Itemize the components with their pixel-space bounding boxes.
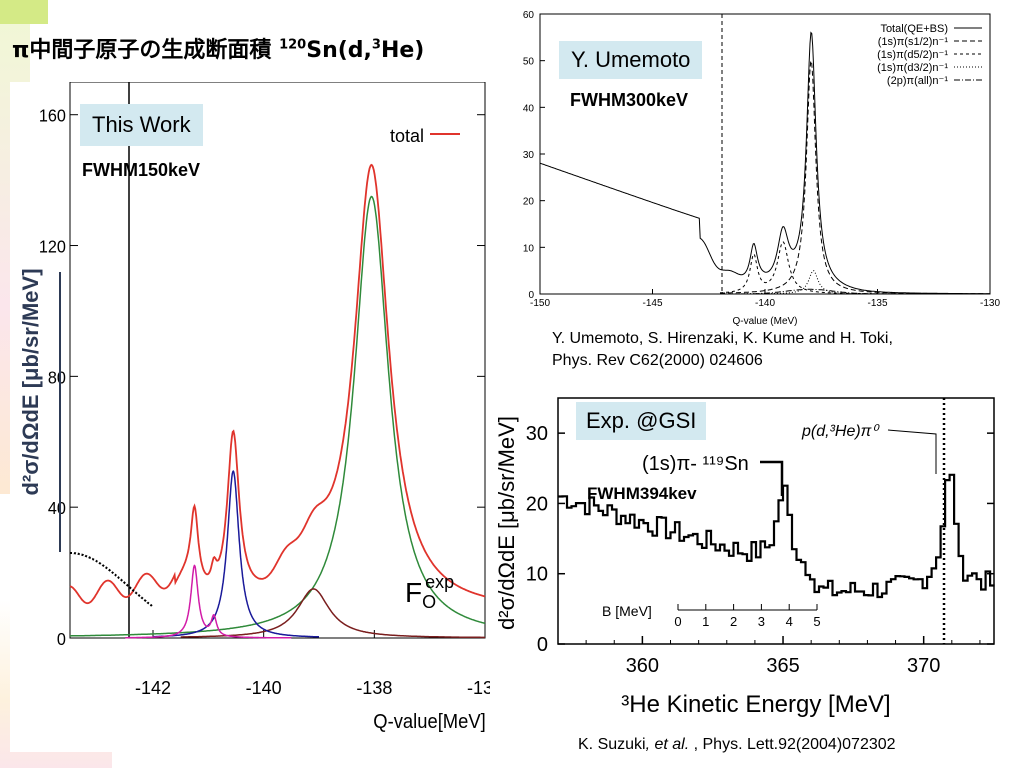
gsi-y-axis-label: d²σ/dΩdE [μb/sr/MeV] bbox=[494, 416, 519, 630]
green-component-curve bbox=[70, 195, 486, 637]
umemoto-legend-label: (1s)π(s1/2)n⁻¹ bbox=[878, 36, 949, 48]
gsi-x-tick-label: 360 bbox=[626, 655, 659, 677]
umemoto-x-tick-label: -150 bbox=[530, 298, 550, 309]
b-axis-label: B [MeV] bbox=[602, 603, 652, 619]
left-y-tick-label: 120 bbox=[39, 237, 66, 257]
b-axis-tick-label: 5 bbox=[813, 614, 820, 629]
b-axis-tick-label: 3 bbox=[758, 614, 765, 629]
gsi-spectrum-histogram bbox=[558, 473, 995, 599]
corner-decoration bbox=[0, 0, 48, 24]
left-fwhm-label: FWHM150keV bbox=[82, 160, 201, 180]
blue-component-curve bbox=[153, 470, 319, 638]
dotted-background-curve bbox=[70, 552, 154, 608]
suzuki-citation: K. Suzuki, et al. , Phys. Lett.92(2004)0… bbox=[578, 736, 896, 753]
peak-pointer-1s bbox=[760, 460, 784, 496]
gsi-y-tick-label: 10 bbox=[526, 564, 548, 586]
umemoto-citation: Y. Umemoto, S. Hirenzaki, K. Kume and H.… bbox=[552, 330, 893, 369]
left-y-tick-label: 40 bbox=[48, 498, 66, 518]
umemoto-y-tick-label: 30 bbox=[523, 150, 535, 161]
left-x-tick-label: -142 bbox=[135, 678, 171, 698]
peak-pointer-pi0 bbox=[887, 429, 937, 474]
gsi-fwhm-label: FWHM394kev bbox=[587, 484, 697, 503]
left-y-tick-label: 0 bbox=[57, 629, 66, 649]
left-y-tick-label: 80 bbox=[48, 368, 66, 388]
umemoto-y-tick-label: 50 bbox=[523, 57, 535, 68]
left-x-tick-label: -138 bbox=[356, 678, 392, 698]
brown-component-curve bbox=[180, 588, 485, 639]
total-curve bbox=[69, 163, 486, 605]
left-y-tick-label: 160 bbox=[39, 106, 66, 126]
left-x-tick-label: -140 bbox=[246, 678, 282, 698]
legend-total-label: total bbox=[390, 126, 424, 146]
umemoto-x-tick-label: -135 bbox=[867, 298, 887, 309]
gsi-x-axis-label: ³He Kinetic Energy [MeV] bbox=[621, 691, 890, 718]
umemoto-y-tick-label: 10 bbox=[523, 243, 535, 254]
umemoto-y-tick-label: 60 bbox=[523, 10, 535, 21]
umemoto-y-tick-label: 20 bbox=[523, 197, 535, 208]
left-x-axis-label: Q-value[MeV] bbox=[373, 711, 485, 733]
umemoto-legend-label: (1s)π(d5/2)n⁻¹ bbox=[877, 49, 948, 61]
slide-title: π中間子原子の生成断面積 120Sn(d,3He) bbox=[12, 37, 425, 63]
gsi-x-tick-label: 365 bbox=[766, 655, 799, 677]
umemoto-x-tick-label: -145 bbox=[642, 298, 662, 309]
umemoto-x-tick-label: -130 bbox=[980, 298, 1000, 309]
umemoto-y-tick-label: 40 bbox=[523, 103, 535, 114]
umemoto-d52-curve bbox=[719, 241, 990, 295]
b-axis-tick-label: 4 bbox=[786, 614, 793, 629]
umemoto-legend-label: Total(QE+BS) bbox=[880, 23, 948, 35]
left-x-tick-label: -136 bbox=[467, 678, 490, 698]
b-axis-tick-label: 2 bbox=[730, 614, 737, 629]
umemoto-fwhm-label: FWHM300keV bbox=[570, 90, 689, 110]
gsi-x-tick-label: 370 bbox=[907, 655, 940, 677]
this-work-label: This Work bbox=[80, 104, 203, 146]
umemoto-y-tick-label: 0 bbox=[528, 290, 534, 301]
gsi-y-tick-label: 30 bbox=[526, 423, 548, 445]
umemoto-label: Y. Umemoto bbox=[559, 41, 703, 79]
umemoto-legend-label: (1s)π(d3/2)n⁻¹ bbox=[877, 62, 948, 74]
left-y-axis-label: d²σ/dΩdE [μb/sr/MeV] bbox=[18, 268, 43, 495]
left-chart: 0 40 80 120 160 -142 -140 -138 -136 d²σ/dΩdE [μ… bbox=[10, 82, 490, 752]
gsi-y-tick-label: 20 bbox=[526, 493, 548, 515]
gsi-label: Exp. @GSI bbox=[576, 402, 707, 440]
umemoto-s12-curve bbox=[720, 59, 990, 295]
umemoto-x-tick-label: -140 bbox=[755, 298, 775, 309]
b-axis-tick-label: 0 bbox=[674, 614, 681, 629]
gsi-y-tick-label: 0 bbox=[537, 634, 548, 656]
b-axis-tick-label: 1 bbox=[702, 614, 709, 629]
umemoto-2p-curve bbox=[720, 288, 990, 295]
umemoto-x-axis-label: Q-value (MeV) bbox=[732, 316, 797, 326]
fo-annotation: FOexp bbox=[405, 572, 454, 612]
magenta-component-curve bbox=[125, 564, 292, 639]
peak-label-pi0: p(d,³He)π⁰ bbox=[801, 423, 880, 440]
umemoto-legend-label: (2p)π(all)n⁻¹ bbox=[887, 75, 948, 87]
peak-label-1s: (1s)π- ¹¹⁹Sn bbox=[642, 453, 749, 475]
